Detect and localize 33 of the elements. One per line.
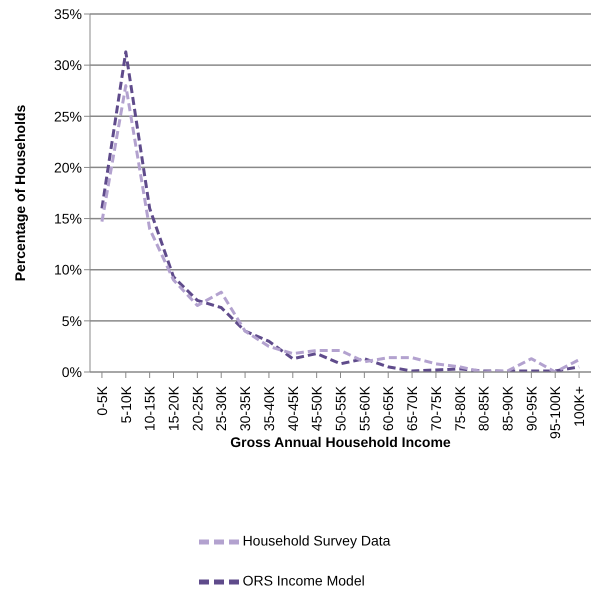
x-tick-label: 0-5K bbox=[94, 385, 110, 416]
x-tick-label: 30-35K bbox=[237, 385, 254, 432]
x-tick-label: 55-60K bbox=[356, 385, 372, 432]
y-tick-label: 15% bbox=[54, 210, 82, 227]
x-tick-label: 50-55K bbox=[332, 385, 348, 432]
x-tick-label: 45-50K bbox=[308, 385, 325, 432]
x-tick-label: 35-40K bbox=[260, 385, 277, 432]
x-tick-label: 80-85K bbox=[476, 385, 492, 432]
x-tick-label: 65-70K bbox=[404, 385, 420, 432]
legend-label: ORS Income Model bbox=[242, 572, 365, 589]
x-tick-label: 10-15K bbox=[142, 385, 158, 432]
y-tick-label: 10% bbox=[54, 262, 82, 278]
x-tick-label: 40-45K bbox=[284, 385, 301, 432]
x-tick-label: 70-75K bbox=[428, 385, 444, 432]
x-tick-label: 25-30K bbox=[213, 385, 230, 432]
y-tick-label: 25% bbox=[54, 108, 82, 124]
y-tick-label: 35% bbox=[54, 6, 82, 22]
y-tick-label: 30% bbox=[54, 57, 82, 74]
x-tick-label: 20-25K bbox=[189, 385, 206, 432]
x-tick-label: 95-100K bbox=[547, 385, 564, 439]
y-tick-label: 5% bbox=[62, 312, 82, 329]
x-tick-label: 15-20K bbox=[166, 385, 182, 432]
x-tick-label: 60-65K bbox=[380, 385, 396, 432]
x-tick-label: 90-95K bbox=[523, 385, 540, 432]
x-tick-label: 75-80K bbox=[452, 385, 468, 432]
y-axis-title: Percentage of Households bbox=[12, 104, 28, 282]
legend-label: Household Survey Data bbox=[242, 532, 390, 549]
y-tick-label: 0% bbox=[62, 364, 82, 380]
x-tick-label: 85-90K bbox=[500, 385, 516, 432]
y-tick-label: 20% bbox=[54, 159, 82, 176]
x-tick-label: 100K+ bbox=[571, 386, 588, 427]
x-tick-label: 5-10K bbox=[118, 385, 134, 424]
x-axis-title: Gross Annual Household Income bbox=[230, 434, 451, 450]
